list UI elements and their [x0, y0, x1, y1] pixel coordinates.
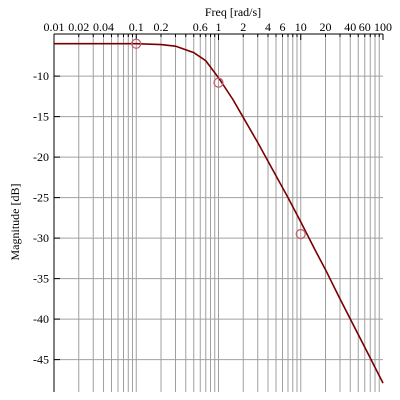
x-tick-label: 60 — [359, 20, 371, 34]
y-tick-label: -20 — [33, 150, 49, 164]
grid — [53, 34, 383, 392]
y-tick-label: -30 — [33, 231, 49, 245]
y-axis-title: Magnitude [dB] — [8, 184, 22, 261]
data-marker — [213, 77, 224, 88]
x-tick-label: 0.2 — [154, 20, 169, 34]
x-tick-label: 6 — [280, 20, 286, 34]
x-tick-label: 1 — [216, 20, 222, 34]
tick-labels: 0.01 0.02 0.04 0.1 0.2 0.6 1 2 4 6 10 20 40 60 100 -10 -… — [33, 20, 392, 367]
marker-layer — [131, 38, 306, 240]
y-tick-label: -35 — [33, 272, 49, 286]
x-tick-label: 100 — [374, 20, 392, 34]
x-tick-label: 0.01 — [44, 20, 65, 34]
y-tick-label: -15 — [33, 110, 49, 124]
x-tick-label: 40 — [344, 20, 356, 34]
magnitude-curve — [54, 42, 384, 384]
y-tick-label: -45 — [33, 353, 49, 367]
y-tick-label: -10 — [33, 69, 49, 83]
y-tick-label: -25 — [33, 191, 49, 205]
y-tick-label: -40 — [33, 312, 49, 326]
axes — [53, 33, 384, 392]
x-tick-label: 10 — [295, 20, 307, 34]
x-tick-label: 4 — [265, 20, 271, 34]
x-tick-label: 0.02 — [68, 20, 89, 34]
x-tick-label: 0.1 — [129, 20, 144, 34]
x-tick-label: 0.04 — [93, 20, 114, 34]
data-marker — [295, 228, 306, 240]
data-marker — [131, 38, 142, 49]
x-tick-label: 20 — [320, 20, 332, 34]
x-axis-title: Freq [rad/s] — [205, 5, 261, 19]
series-layer — [54, 42, 384, 384]
x-tick-label: 0.6 — [193, 20, 208, 34]
x-tick-label: 2 — [240, 20, 246, 34]
